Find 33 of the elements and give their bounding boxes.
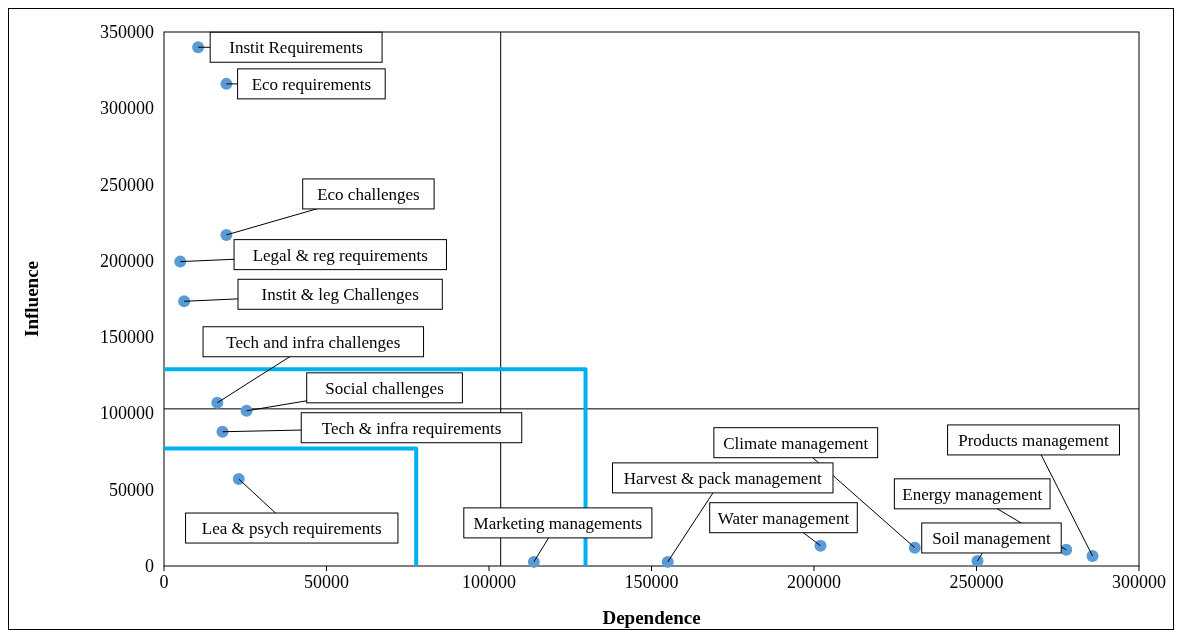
annotation: Products management: [958, 430, 1110, 450]
y-tick-label: 300000: [100, 98, 154, 119]
y-tick-label: 100000: [100, 403, 154, 424]
annotation: Instit Requirements: [229, 38, 363, 58]
annotation: Water management: [717, 508, 850, 528]
annotation: Instit & leg Challenges: [261, 285, 419, 305]
annotation: Marketing managements: [473, 513, 643, 533]
annotation: Eco requirements: [251, 74, 372, 94]
x-tick-label: 50000: [304, 572, 349, 592]
y-tick-label: 150000: [100, 327, 154, 348]
y-tick-label: 200000: [100, 250, 154, 271]
annotation: Tech and infra challenges: [226, 332, 401, 352]
annotation: Social challenges: [325, 378, 444, 398]
annotation: Tech & infra requirements: [321, 418, 502, 438]
y-tick-label: 250000: [100, 174, 154, 195]
x-tick-label: 0: [159, 572, 169, 592]
x-axis-title: Dependence: [602, 607, 701, 628]
y-tick-label: 50000: [109, 479, 154, 500]
x-tick-label: 300000: [1112, 572, 1166, 592]
y-axis-title: Influence: [21, 261, 42, 337]
x-tick-label: 100000: [462, 572, 516, 592]
x-tick-label: 250000: [949, 572, 1004, 592]
y-tick-label: 0: [145, 556, 154, 576]
annotation: Energy management: [902, 484, 1043, 504]
x-tick-label: 150000: [624, 572, 679, 592]
x-tick-label: 200000: [787, 572, 841, 592]
annotation: Soil management: [932, 528, 1051, 548]
annotation: Harvest & pack management: [623, 468, 822, 488]
annotation: Lea & psych requirements: [201, 519, 382, 539]
annotation: Legal & reg requirements: [252, 245, 428, 265]
annotation: Climate management: [723, 433, 869, 453]
annotation: Eco challenges: [317, 184, 420, 204]
y-tick-label: 350000: [100, 22, 154, 42]
